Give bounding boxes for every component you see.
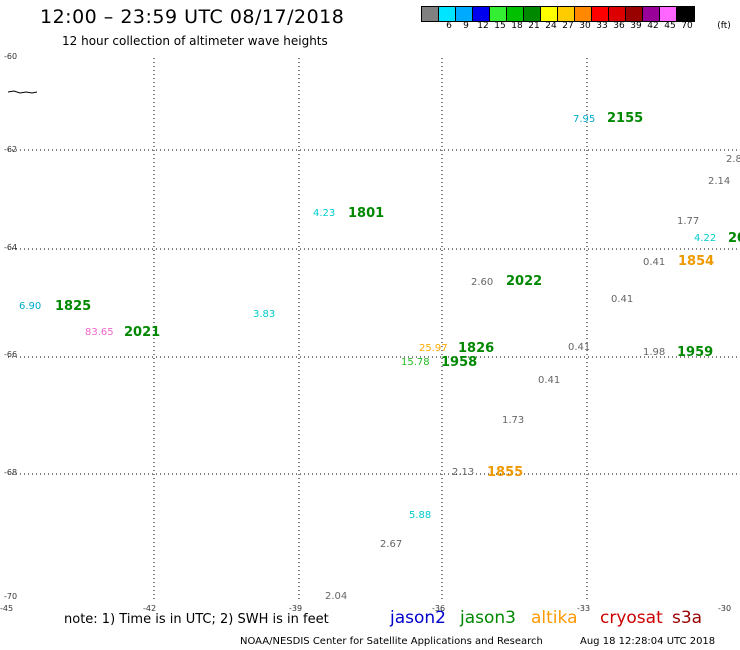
swh-value: 0.41 <box>568 342 591 353</box>
swh-value: 0.41 <box>643 257 666 268</box>
swh-value: 83.65 <box>85 327 114 338</box>
pass-time-label: 1825 <box>55 299 92 314</box>
swh-value: 2.8 <box>726 154 740 165</box>
color-scale-label: 24 <box>545 21 557 31</box>
satellite-legend-jason3: jason3 <box>460 608 516 628</box>
color-scale-swatch <box>541 7 558 21</box>
latitude-tick-label: -62 <box>4 145 18 154</box>
color-scale-label: 12 <box>477 21 489 31</box>
color-scale-swatch <box>575 7 592 21</box>
satellite-legend-cryosat: cryosat <box>600 608 663 628</box>
latitude-tick-label: -70 <box>4 592 18 601</box>
swh-value: 1.77 <box>677 216 700 227</box>
swh-value: 0.41 <box>611 294 634 305</box>
swh-value: 4.23 <box>313 208 336 219</box>
color-scale-label: 18 <box>511 21 523 31</box>
color-scale-label: 27 <box>562 21 574 31</box>
color-scale-label: 6 <box>446 21 452 31</box>
color-scale-label: 33 <box>596 21 608 31</box>
longitude-tick-label: -30 <box>718 604 732 613</box>
map-subtitle: 12 hour collection of altimeter wave hei… <box>62 34 328 48</box>
color-scale-swatch <box>609 7 626 21</box>
pass-time-label: 1801 <box>348 206 385 221</box>
swh-value: 3.83 <box>253 309 276 320</box>
color-scale-swatch <box>660 7 677 21</box>
wave-height-color-scale <box>421 6 695 22</box>
color-scale-label: 45 <box>664 21 676 31</box>
color-scale-label: 70 <box>681 21 693 31</box>
swh-value: 1.98 <box>643 347 666 358</box>
color-scale-unit: (ft) <box>717 21 731 31</box>
latitude-tick-label: -68 <box>4 468 18 477</box>
longitude-tick-label: -33 <box>577 604 591 613</box>
color-scale-swatch <box>422 7 439 21</box>
swh-value: 6.90 <box>19 301 42 312</box>
swh-value: 2.60 <box>471 277 494 288</box>
pass-time-label: 2022 <box>506 274 543 289</box>
color-scale-swatch <box>677 7 694 21</box>
swh-value: 2.04 <box>325 591 348 602</box>
swh-value: 1.73 <box>502 415 525 426</box>
swh-value: 2.13 <box>452 467 475 478</box>
color-scale-swatch <box>456 7 473 21</box>
credit-line: NOAA/NESDIS Center for Satellite Applica… <box>240 636 543 647</box>
swh-value: 2.67 <box>380 539 403 550</box>
latitude-tick-label: -60 <box>4 52 18 61</box>
map-gridlines <box>8 58 738 600</box>
color-scale-swatch <box>558 7 575 21</box>
pass-time-label: 20 <box>728 231 740 246</box>
color-scale-swatch <box>439 7 456 21</box>
latitude-tick-label: -66 <box>4 350 18 359</box>
color-scale-swatch <box>507 7 524 21</box>
swh-value: 5.88 <box>409 510 432 521</box>
satellite-legend-jason2: jason2 <box>390 608 446 628</box>
color-scale-swatch <box>643 7 660 21</box>
pass-time-label: 1958 <box>441 355 478 370</box>
swh-value: 7.95 <box>573 114 596 125</box>
map-title: 12:00 – 23:59 UTC 08/17/2018 <box>40 6 345 28</box>
coastline-fragment <box>7 90 38 94</box>
color-scale-swatch <box>473 7 490 21</box>
longitude-tick-label: -39 <box>289 604 303 613</box>
color-scale-swatch <box>490 7 507 21</box>
swh-value: 25.97 <box>419 343 448 354</box>
longitude-tick-label: -45 <box>0 604 14 613</box>
pass-time-label: 1855 <box>487 465 524 480</box>
color-scale-label: 21 <box>528 21 540 31</box>
swh-value: 15.78 <box>401 357 430 368</box>
longitude-tick-label: -36 <box>432 604 446 613</box>
swh-value: 0.41 <box>538 375 561 386</box>
color-scale-swatch <box>524 7 541 21</box>
color-scale-label: 9 <box>463 21 469 31</box>
pass-time-label: 1854 <box>678 254 715 269</box>
footer-note: note: 1) Time is in UTC; 2) SWH is in fe… <box>64 612 329 627</box>
longitude-tick-label: -42 <box>143 604 157 613</box>
color-scale-swatch <box>592 7 609 21</box>
color-scale-label: 15 <box>494 21 506 31</box>
satellite-legend-altika: altika <box>531 608 578 628</box>
color-scale-label: 30 <box>579 21 591 31</box>
color-scale-label: 42 <box>647 21 659 31</box>
pass-time-label: 1959 <box>677 345 714 360</box>
generation-timestamp: Aug 18 12:28:04 UTC 2018 <box>580 636 716 647</box>
pass-time-label: 2155 <box>607 111 644 126</box>
swh-value: 2.14 <box>708 176 731 187</box>
latitude-tick-label: -64 <box>4 243 18 252</box>
pass-time-label: 2021 <box>124 325 161 340</box>
color-scale-label: 36 <box>613 21 625 31</box>
swh-value: 4.22 <box>694 233 717 244</box>
color-scale-label: 39 <box>630 21 642 31</box>
satellite-legend-s3a: s3a <box>672 608 703 628</box>
color-scale-swatch <box>626 7 643 21</box>
pass-time-label: 1826 <box>458 341 495 356</box>
